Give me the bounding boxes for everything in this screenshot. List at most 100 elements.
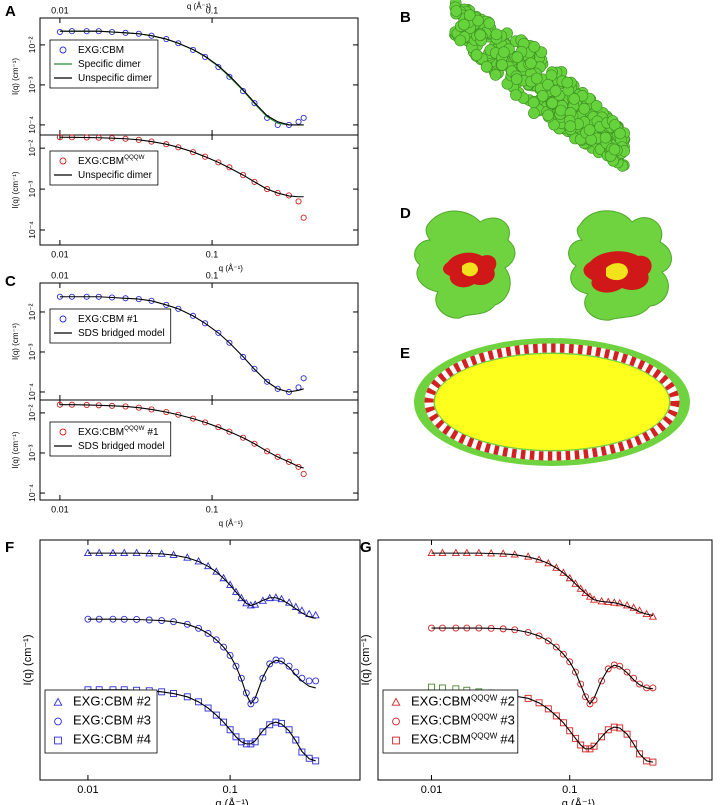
- legend-label: EXG:CBM #4: [73, 732, 151, 747]
- legend-box: [49, 421, 172, 457]
- legend-suffix: #2: [500, 694, 514, 709]
- marker-square: [204, 704, 212, 712]
- marker-triangle: [571, 579, 580, 587]
- y-tick-label: 10⁻⁴: [27, 383, 37, 401]
- legend-name: EXG:CBM: [78, 156, 124, 167]
- legend-name: EXG:CBM #3: [73, 713, 151, 728]
- y-tick-label: 10⁻³: [27, 444, 37, 461]
- legend-superscript: QQQW: [471, 732, 498, 741]
- marker-circle: [582, 693, 589, 701]
- marker-circle: [226, 164, 233, 171]
- marker-circle: [240, 434, 247, 441]
- x-axis-title: q (Å⁻¹): [219, 264, 244, 273]
- legend-name: EXG:CBM: [78, 427, 124, 438]
- atom-sphere: [530, 72, 543, 85]
- marker-triangle: [53, 697, 63, 706]
- marker-circle: [220, 643, 228, 651]
- marker-triangle: [297, 606, 306, 614]
- legend-name: EXG:CBM: [411, 732, 471, 747]
- y-axis-title: I(q) (cm⁻¹): [11, 171, 20, 208]
- marker-circle: [623, 668, 631, 676]
- marker-square: [312, 757, 320, 765]
- marker-triangle: [581, 588, 590, 596]
- chart: G0.01 0.1q (Å⁻¹)I(q) (cm⁻¹)EXG:CBMQQQW #2E…: [360, 539, 713, 805]
- legend-name: SDS bridged model: [78, 441, 165, 452]
- marker-circle: [630, 674, 638, 682]
- marker-triangle: [585, 592, 594, 600]
- marker-circle: [59, 315, 67, 323]
- marker-circle: [175, 40, 182, 47]
- y-tick-label: 10⁻⁴: [27, 116, 37, 134]
- atom-sphere: [511, 51, 524, 64]
- legend-name: EXG:CBM: [78, 45, 124, 56]
- atom-sphere: [496, 59, 508, 71]
- marker-square: [54, 736, 62, 745]
- atom-sphere: [561, 76, 574, 89]
- atom-sphere: [450, 5, 463, 17]
- x-tick-label: 0.1: [562, 784, 577, 796]
- marker-circle: [54, 717, 62, 726]
- chart: 0.01 0.1q (Å⁻¹) 10⁻⁴ 10⁻³ 10⁻² I(q) (cm⁻¹) EXG…: [11, 399, 359, 528]
- marker-circle: [212, 636, 220, 644]
- marker-triangle: [271, 593, 280, 601]
- marker-circle: [56, 28, 63, 36]
- x-tick-label: 0.01: [51, 249, 69, 259]
- marker-circle: [305, 677, 313, 685]
- marker-square: [571, 734, 579, 742]
- marker-triangle: [615, 598, 624, 607]
- legend-label: EXG:CBMQQQW #2: [411, 694, 515, 709]
- legend-label: EXG:CBMQQQW #3: [411, 713, 515, 728]
- marker-square: [292, 736, 300, 744]
- atom-sphere: [454, 34, 467, 47]
- marker-circle: [232, 662, 240, 670]
- marker-circle: [300, 114, 307, 121]
- x-axis-title: q (Å⁻¹): [562, 797, 595, 805]
- marker-circle: [295, 118, 302, 125]
- atom-sphere: [614, 127, 626, 140]
- marker-square: [566, 727, 574, 735]
- x-tick-label: 0.1: [206, 249, 219, 259]
- legend-label: EXG:CBM: [78, 45, 124, 56]
- protein-spheres: [449, 0, 631, 172]
- marker-circle: [226, 428, 233, 435]
- marker-triangle: [576, 584, 585, 592]
- fit-line: [59, 296, 304, 393]
- marker-triangle: [427, 548, 436, 556]
- atom-sphere: [458, 18, 470, 31]
- fit-line: [59, 30, 304, 126]
- legend-superscript: QQQW: [471, 694, 498, 703]
- legend-name: EXG:CBM #1: [78, 314, 138, 325]
- atom-sphere: [527, 96, 540, 109]
- y-tick-label: 10⁻⁴: [27, 221, 37, 239]
- marker-triangle: [623, 600, 632, 609]
- marker-square: [285, 726, 293, 734]
- marker-triangle: [451, 548, 460, 556]
- marker-square: [649, 758, 657, 766]
- atom-sphere: [549, 85, 562, 97]
- fit-line: [87, 552, 316, 619]
- marker-circle: [242, 689, 250, 697]
- marker-square: [623, 730, 631, 738]
- atom-sphere: [585, 134, 598, 146]
- marker-circle: [264, 186, 271, 193]
- panel-letter: A: [5, 3, 16, 20]
- marker-triangle: [311, 610, 320, 619]
- atom-sphere: [542, 109, 554, 121]
- marker-triangle: [285, 598, 294, 606]
- marker-circle: [649, 684, 657, 692]
- atom-sphere: [583, 124, 596, 136]
- y-tick-label: 10⁻³: [27, 181, 37, 198]
- y-tick-label: 10⁻²: [27, 140, 37, 157]
- atom-sphere: [564, 120, 577, 132]
- marker-square: [212, 711, 220, 719]
- x-tick-label: 0.01: [51, 504, 69, 514]
- marker-square: [232, 733, 240, 741]
- marker-circle: [215, 159, 222, 166]
- marker-circle: [183, 620, 191, 628]
- marker-circle: [524, 628, 532, 636]
- marker-circle: [202, 153, 209, 160]
- atom-sphere: [555, 104, 567, 117]
- marker-square: [183, 693, 191, 701]
- marker-triangle: [242, 598, 251, 607]
- marker-square: [259, 728, 267, 736]
